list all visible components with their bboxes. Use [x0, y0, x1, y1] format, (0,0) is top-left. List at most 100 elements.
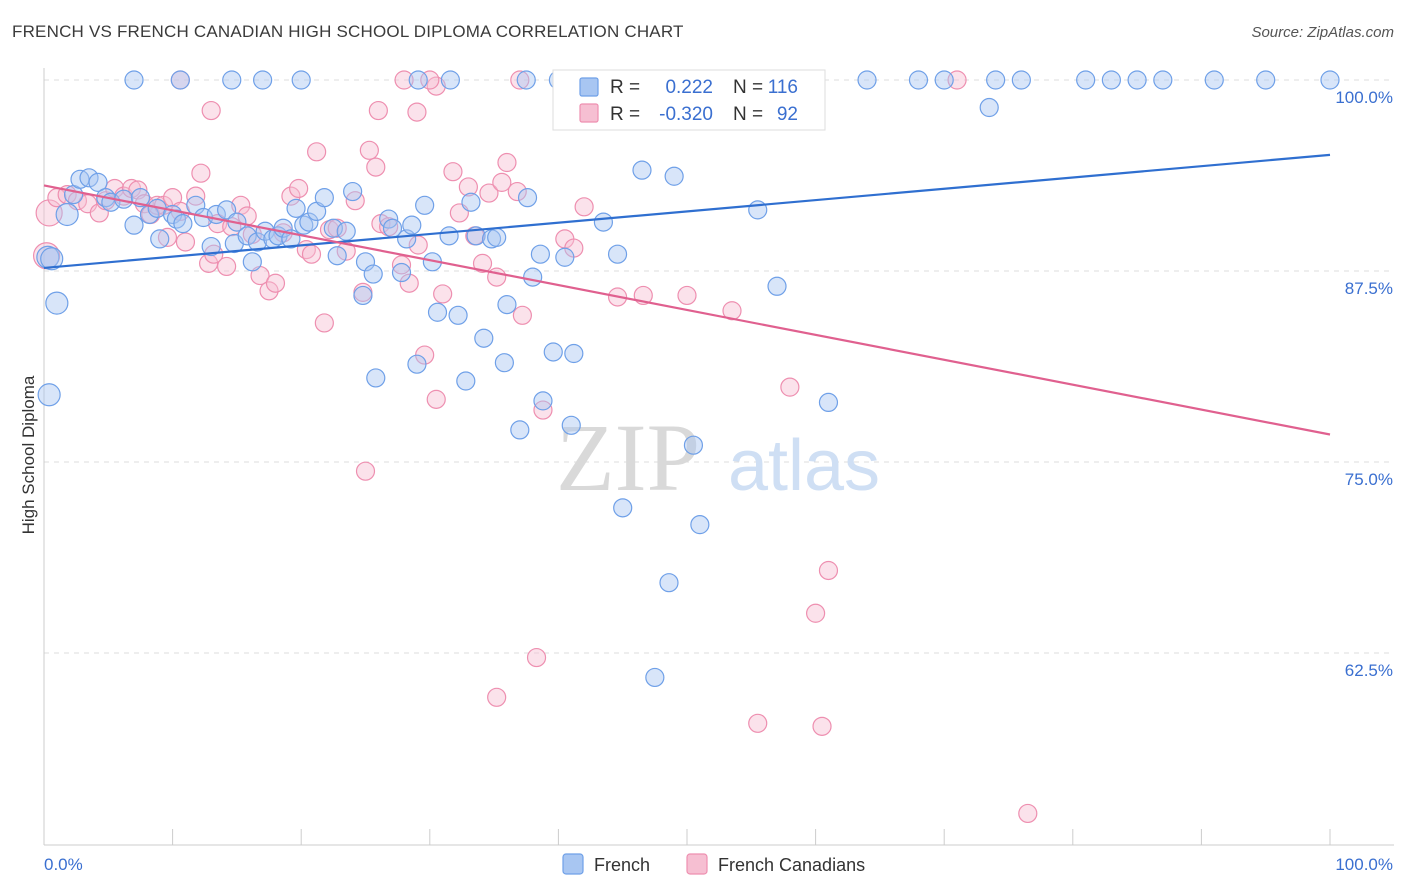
- data-point: [439, 226, 459, 246]
- data-point: [222, 70, 242, 90]
- data-point: [336, 221, 356, 241]
- x-tick-label: 100.0%: [1335, 855, 1393, 874]
- trend-line: [43, 184, 1331, 436]
- data-point: [407, 102, 427, 122]
- data-point: [613, 498, 633, 518]
- data-point: [37, 383, 61, 407]
- data-point: [979, 97, 999, 118]
- data-point: [355, 461, 376, 481]
- data-point: [88, 172, 108, 192]
- data-point: [526, 647, 547, 668]
- data-point: [402, 215, 422, 235]
- data-point: [1011, 70, 1031, 90]
- data-point: [1256, 70, 1276, 90]
- data-point: [487, 227, 507, 247]
- legend-swatch-french-canadians: [579, 103, 599, 123]
- data-point: [1101, 70, 1121, 90]
- data-point: [124, 215, 144, 235]
- data-point: [530, 244, 550, 264]
- data-point: [366, 157, 386, 177]
- data-point: [191, 163, 211, 183]
- data-point: [934, 70, 954, 90]
- data-point: [1018, 803, 1038, 824]
- data-point: [170, 70, 190, 90]
- data-point: [175, 232, 196, 252]
- y-tick-label: 100.0%: [1335, 88, 1393, 107]
- data-point: [391, 255, 412, 275]
- y-tick-label: 62.5%: [1345, 661, 1393, 680]
- data-point: [494, 353, 514, 373]
- legend-r-value-french: 0.222: [665, 77, 713, 98]
- data-point: [479, 183, 499, 203]
- data-point: [440, 70, 460, 90]
- data-point: [523, 267, 543, 287]
- legend-n-value-canadians: 92: [777, 104, 798, 125]
- data-point: [1076, 70, 1096, 90]
- legend-swatch-french: [579, 77, 599, 97]
- data-point: [433, 284, 453, 304]
- data-point: [555, 247, 575, 267]
- data-point: [363, 264, 383, 284]
- data-point: [607, 244, 628, 264]
- legend-r-value-canadians: -0.320: [659, 104, 713, 125]
- data-point: [299, 212, 319, 232]
- data-point: [173, 214, 193, 234]
- trend-lines: [43, 153, 1331, 436]
- data-point: [748, 713, 768, 733]
- data-point: [986, 70, 1006, 90]
- data-point: [247, 232, 268, 252]
- data-point: [40, 247, 64, 271]
- data-point: [908, 70, 929, 90]
- data-point: [427, 302, 448, 322]
- data-point: [45, 291, 69, 315]
- data-point: [217, 200, 237, 220]
- data-point: [517, 188, 538, 208]
- data-point: [574, 197, 594, 217]
- data-point: [664, 166, 684, 186]
- data-point: [561, 415, 581, 435]
- data-point: [237, 226, 257, 246]
- data-point: [487, 687, 507, 707]
- data-point: [408, 70, 428, 90]
- data-point: [289, 178, 309, 199]
- data-point: [1153, 70, 1173, 90]
- data-point: [366, 368, 386, 388]
- data-point: [201, 100, 221, 121]
- bottom-legend-swatch-french: [562, 853, 584, 875]
- bottom-legend-label-french: French: [594, 855, 650, 875]
- data-point: [497, 152, 517, 173]
- data-point: [150, 229, 170, 249]
- data-point: [472, 253, 493, 273]
- data-point: [677, 285, 697, 306]
- data-point: [516, 70, 536, 90]
- data-point: [242, 252, 262, 272]
- data-point: [510, 420, 530, 440]
- data-point: [767, 276, 787, 296]
- source-label: Source: ZipAtlas.com: [1251, 24, 1394, 41]
- data-point: [394, 70, 414, 90]
- data-point: [415, 195, 435, 215]
- data-point: [353, 285, 373, 306]
- data-point: [265, 273, 286, 293]
- data-point: [157, 227, 178, 247]
- data-point: [474, 328, 494, 348]
- data-point: [294, 215, 314, 235]
- data-point: [512, 305, 532, 325]
- data-point: [645, 667, 665, 688]
- data-point: [458, 177, 478, 197]
- bottom-legend-label-canadians: French Canadians: [718, 855, 865, 875]
- data-point: [1320, 70, 1340, 90]
- data-point: [291, 70, 311, 90]
- data-point: [55, 202, 79, 227]
- data-point: [359, 140, 379, 160]
- bottom-legend-swatch-canadians: [686, 853, 708, 875]
- data-point: [780, 377, 800, 397]
- data-point: [507, 181, 527, 202]
- data-point: [510, 70, 530, 90]
- y-axis-label: High School Diploma: [19, 375, 38, 534]
- watermark-atlas: atlas: [728, 426, 880, 506]
- top-legend: R = 0.222 N = 116 R = -0.320 N = 92: [552, 69, 826, 131]
- y-tick-label: 87.5%: [1345, 279, 1393, 298]
- data-point: [124, 70, 144, 90]
